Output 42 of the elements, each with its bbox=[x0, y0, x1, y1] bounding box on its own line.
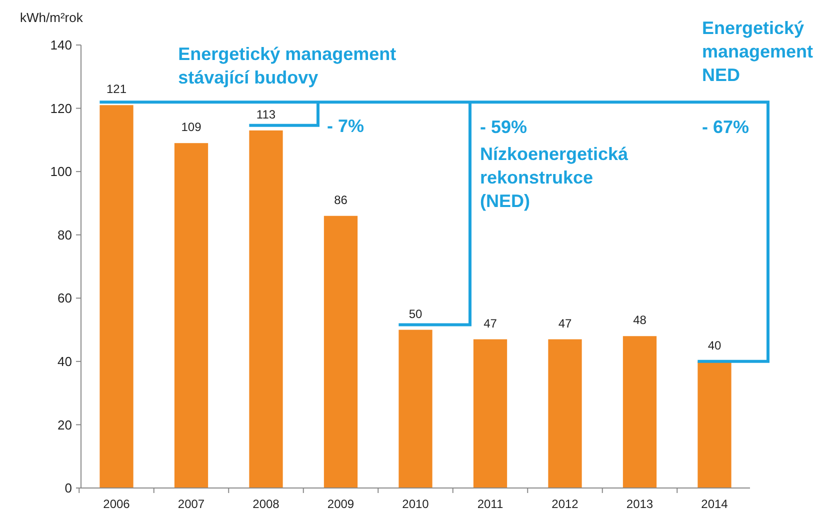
bar bbox=[249, 130, 283, 488]
x-tick-label: 2012 bbox=[552, 497, 579, 511]
data-label: 113 bbox=[256, 107, 276, 122]
x-tick-label: 2007 bbox=[178, 497, 205, 511]
annotation: - 67% bbox=[702, 117, 750, 137]
bar bbox=[548, 339, 582, 488]
y-axis-title: kWh/m²rok bbox=[20, 10, 84, 25]
data-label: 86 bbox=[334, 192, 348, 207]
data-label: 109 bbox=[181, 120, 202, 134]
y-tick-label: 20 bbox=[58, 417, 72, 432]
annotation: Energetický management NED bbox=[702, 18, 814, 85]
bar bbox=[100, 105, 134, 488]
x-tick-label: 2014 bbox=[701, 497, 728, 511]
y-tick-label: 60 bbox=[58, 290, 72, 306]
x-tick-label: 2008 bbox=[252, 497, 280, 511]
y-tick-label: 120 bbox=[50, 100, 72, 116]
x-tick-label: 2010 bbox=[402, 497, 430, 511]
y-tick-label: 80 bbox=[58, 227, 72, 242]
x-tick-label: 2006 bbox=[103, 497, 130, 511]
annotation: Energetický management stávající budovy bbox=[178, 44, 396, 88]
annotation: - 59% bbox=[480, 117, 528, 137]
data-label: 48 bbox=[633, 313, 647, 328]
bar bbox=[698, 361, 732, 488]
data-label: 40 bbox=[708, 338, 722, 352]
x-tick-label: 2011 bbox=[477, 497, 504, 511]
y-tick-label: 140 bbox=[50, 38, 72, 53]
data-label: 47 bbox=[484, 316, 498, 330]
bar bbox=[398, 330, 432, 488]
y-tick-label: 40 bbox=[58, 354, 72, 369]
x-tick-label: 2013 bbox=[626, 497, 654, 511]
x-tick-label: 2009 bbox=[327, 497, 354, 511]
annotation: Nízkoenergetická rekonstrukce (NED) bbox=[480, 144, 630, 211]
data-label: 121 bbox=[106, 82, 127, 96]
annotation: - 7% bbox=[327, 116, 364, 136]
y-tick-label: 100 bbox=[50, 164, 72, 180]
bar bbox=[473, 339, 508, 488]
bar bbox=[324, 216, 358, 488]
data-label: 50 bbox=[408, 306, 422, 321]
bar bbox=[622, 336, 657, 488]
y-tick-label: 0 bbox=[64, 480, 72, 496]
data-label: 47 bbox=[558, 316, 572, 330]
bar bbox=[174, 143, 208, 488]
